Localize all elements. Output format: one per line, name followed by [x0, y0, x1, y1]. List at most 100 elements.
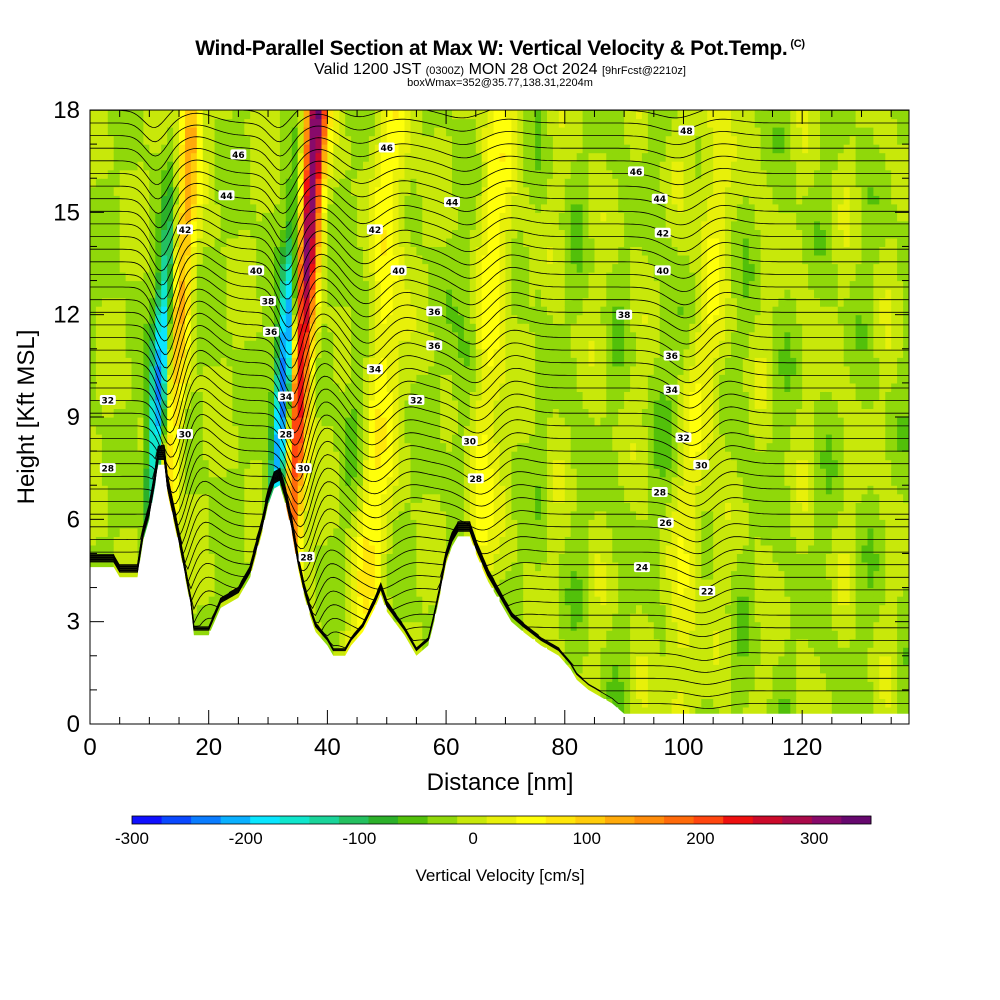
- velocity-cell: [541, 255, 548, 265]
- velocity-cell: [161, 280, 168, 290]
- velocity-cell: [493, 229, 501, 239]
- velocity-cell: [410, 280, 417, 290]
- velocity-cell: [232, 331, 239, 341]
- velocity-cell: [125, 365, 133, 375]
- velocity-cell: [303, 587, 311, 597]
- velocity-cell: [173, 144, 180, 154]
- velocity-cell: [113, 152, 121, 162]
- velocity-cell: [392, 536, 400, 546]
- velocity-cell: [529, 468, 536, 478]
- velocity-cell: [262, 127, 269, 137]
- velocity-cell: [297, 408, 305, 418]
- velocity-cell: [582, 638, 590, 648]
- velocity-cell: [552, 203, 560, 213]
- velocity-cell: [368, 255, 376, 265]
- velocity-cell: [523, 613, 530, 623]
- velocity-cell: [564, 638, 572, 648]
- velocity-cell: [511, 280, 518, 290]
- velocity-cell: [131, 229, 138, 239]
- velocity-cell: [309, 297, 317, 307]
- velocity-cell: [232, 263, 239, 273]
- velocity-cell: [547, 237, 554, 247]
- velocity-cell: [576, 391, 584, 401]
- velocity-cell: [90, 229, 97, 239]
- velocity-cell: [541, 596, 548, 606]
- velocity-cell: [493, 144, 501, 154]
- velocity-cell: [458, 425, 465, 435]
- velocity-cell: [535, 161, 542, 171]
- velocity-cell: [113, 255, 121, 265]
- velocity-cell: [357, 306, 364, 316]
- velocity-cell: [529, 144, 536, 154]
- velocity-cell: [327, 553, 334, 563]
- velocity-cell: [469, 186, 477, 196]
- velocity-cell: [315, 553, 322, 563]
- velocity-cell: [333, 357, 340, 367]
- velocity-cell: [137, 195, 144, 205]
- velocity-cell: [143, 502, 150, 512]
- velocity-cell: [339, 587, 346, 597]
- velocity-cell: [196, 476, 204, 486]
- velocity-cell: [440, 263, 447, 273]
- velocity-cell: [285, 127, 293, 137]
- velocity-cell: [321, 110, 328, 120]
- velocity-cell: [309, 348, 317, 358]
- velocity-cell: [238, 442, 245, 452]
- velocity-cell: [167, 272, 174, 282]
- velocity-cell: [321, 544, 328, 554]
- velocity-cell: [196, 613, 204, 623]
- velocity-cell: [582, 178, 590, 188]
- velocity-cell: [107, 562, 115, 572]
- velocity-cell: [475, 519, 483, 529]
- velocity-cell: [511, 485, 518, 495]
- velocity-cell: [416, 459, 423, 469]
- velocity-cell: [475, 459, 483, 469]
- velocity-cell: [434, 374, 441, 384]
- velocity-cell: [90, 417, 97, 427]
- velocity-cell: [446, 178, 453, 188]
- velocity-cell: [179, 348, 186, 358]
- velocity-cell: [493, 195, 501, 205]
- velocity-cell: [422, 459, 429, 469]
- velocity-cell: [499, 169, 506, 179]
- velocity-cell: [250, 314, 257, 324]
- velocity-cell: [214, 348, 222, 358]
- velocity-cell: [339, 323, 346, 333]
- velocity-cell: [291, 468, 299, 478]
- velocity-cell: [493, 178, 501, 188]
- velocity-cell: [333, 391, 340, 401]
- velocity-cell: [113, 280, 121, 290]
- velocity-cell: [410, 118, 417, 128]
- velocity-cell: [333, 553, 340, 563]
- velocity-cell: [422, 408, 429, 418]
- velocity-cell: [185, 502, 192, 512]
- velocity-cell: [469, 178, 477, 188]
- velocity-cell: [268, 425, 275, 435]
- velocity-cell: [422, 382, 429, 392]
- velocity-cell: [345, 425, 352, 435]
- velocity-cell: [113, 442, 121, 452]
- velocity-cell: [386, 596, 394, 606]
- velocity-cell: [327, 169, 334, 179]
- velocity-cell: [582, 280, 590, 290]
- velocity-cell: [363, 127, 370, 137]
- velocity-cell: [208, 544, 216, 554]
- velocity-cell: [564, 110, 572, 120]
- velocity-cell: [256, 127, 263, 137]
- velocity-cell: [214, 485, 222, 495]
- velocity-cell: [90, 502, 97, 512]
- velocity-cell: [547, 493, 554, 503]
- velocity-cell: [113, 348, 121, 358]
- velocity-cell: [208, 468, 216, 478]
- velocity-cell: [268, 178, 275, 188]
- velocity-cell: [511, 348, 518, 358]
- velocity-cell: [238, 527, 245, 537]
- velocity-cell: [90, 331, 97, 341]
- velocity-cell: [374, 169, 382, 179]
- velocity-cell: [458, 323, 465, 333]
- velocity-cell: [268, 263, 275, 273]
- velocity-cell: [570, 306, 578, 316]
- velocity-cell: [541, 169, 548, 179]
- velocity-cell: [268, 382, 275, 392]
- velocity-cell: [333, 348, 340, 358]
